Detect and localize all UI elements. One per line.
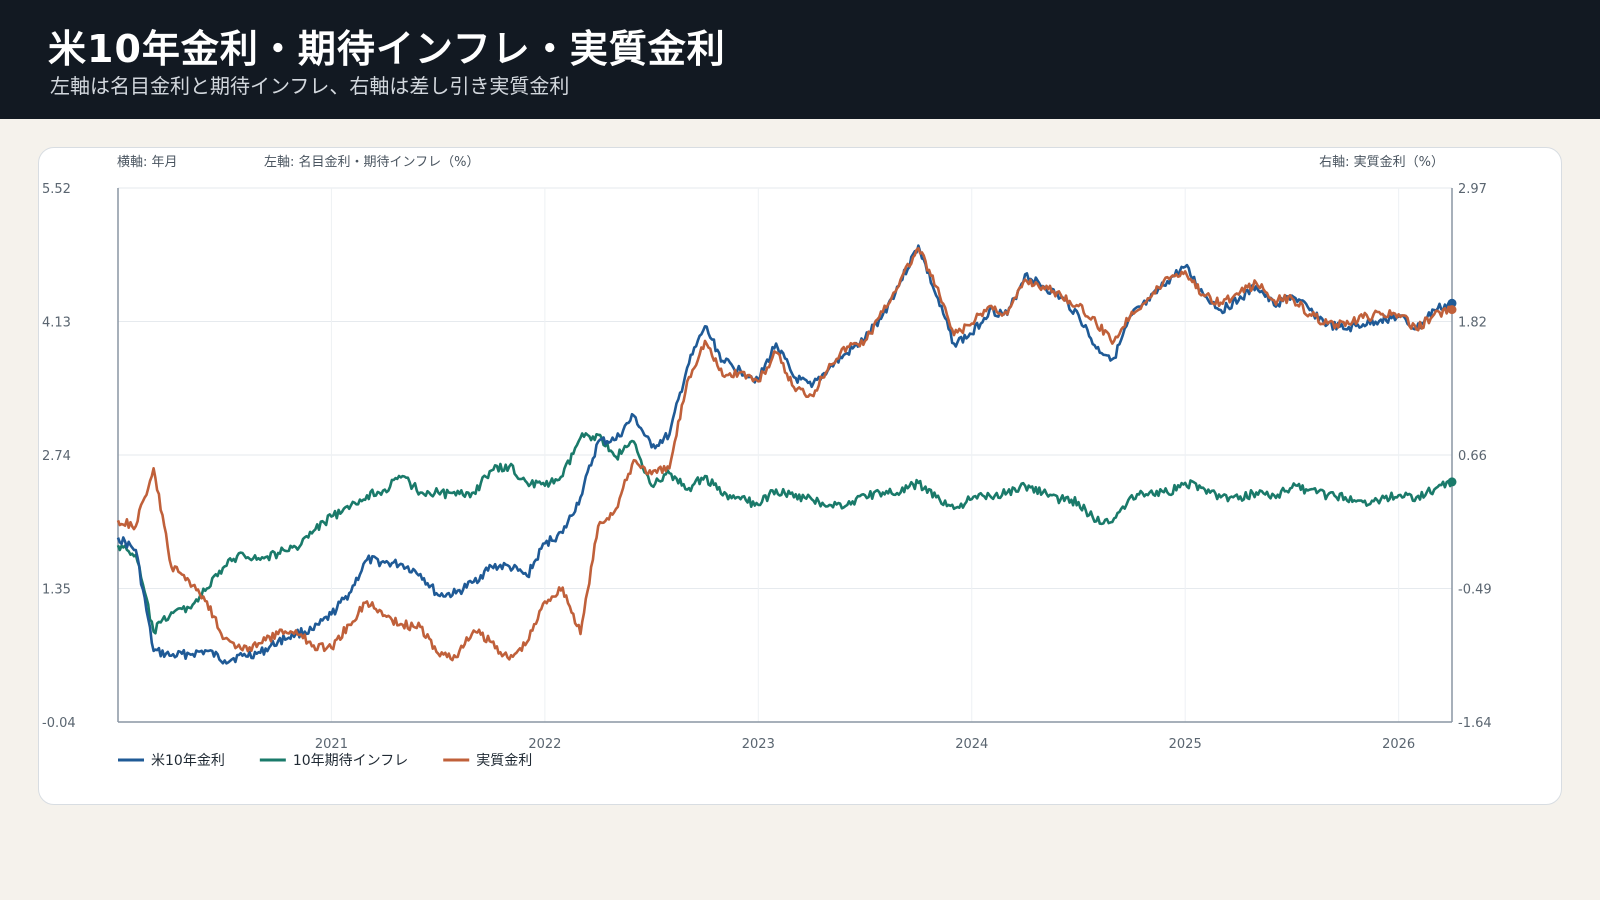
chart-card: 横軸: 年月 左軸: 名目金利・期待インフレ（%） 右軸: 実質金利（%） -0… <box>38 147 1562 805</box>
right-tick-label: -0.49 <box>1458 583 1492 598</box>
right-tick-label: 2.97 <box>1458 182 1487 197</box>
chart-legend: 米10年金利 10年期待インフレ 実質金利 <box>118 753 532 769</box>
x-tick-label: 2023 <box>742 737 775 752</box>
series-line-2 <box>116 246 1454 662</box>
series-end-marker-0 <box>1447 298 1457 308</box>
x-tick-label: 2025 <box>1169 737 1202 752</box>
left-tick-label: -0.04 <box>42 716 76 731</box>
tick-layer: -0.04 -1.64 1.35 -0.49 2.74 0.66 4.13 1.82 5.52 2… <box>42 182 1492 752</box>
left-tick-label: 5.52 <box>42 182 71 197</box>
left-tick-label: 1.35 <box>42 583 71 598</box>
left-tick-label: 4.13 <box>42 316 71 331</box>
left-axis-caption: 左軸: 名目金利・期待インフレ（%） <box>264 154 479 170</box>
right-tick-label: -1.64 <box>1458 716 1492 731</box>
axes-layer <box>117 188 1453 723</box>
grid-layer <box>118 187 1452 723</box>
legend-label-0: 米10年金利 <box>151 753 225 769</box>
chart-svg: 横軸: 年月 左軸: 名目金利・期待インフレ（%） 右軸: 実質金利（%） -0… <box>42 154 1492 769</box>
series-layer <box>116 244 1457 665</box>
right-tick-label: 0.66 <box>1458 449 1487 464</box>
right-axis-caption: 右軸: 実質金利（%） <box>1319 154 1444 170</box>
series-end-marker-1 <box>1447 477 1457 487</box>
x-tick-label: 2022 <box>528 737 561 752</box>
legend-label-1: 10年期待インフレ <box>293 753 408 769</box>
series-line-0 <box>116 244 1453 665</box>
page-header: 米10年金利・期待インフレ・実質金利 左軸は名目金利と期待インフレ、右軸は差し引… <box>0 0 1600 119</box>
page-title: 米10年金利・期待インフレ・実質金利 <box>48 27 726 71</box>
x-tick-label: 2021 <box>315 737 348 752</box>
left-tick-label: 2.74 <box>42 449 71 464</box>
series-end-marker-2 <box>1447 305 1457 315</box>
page-subtitle: 左軸は名目金利と期待インフレ、右軸は差し引き実質金利 <box>50 74 570 98</box>
legend-label-2: 実質金利 <box>476 753 532 769</box>
x-tick-label: 2026 <box>1382 737 1415 752</box>
x-axis-caption: 横軸: 年月 <box>117 155 178 170</box>
series-line-1 <box>116 432 1454 635</box>
x-tick-label: 2024 <box>955 737 988 752</box>
right-tick-label: 1.82 <box>1458 316 1487 331</box>
